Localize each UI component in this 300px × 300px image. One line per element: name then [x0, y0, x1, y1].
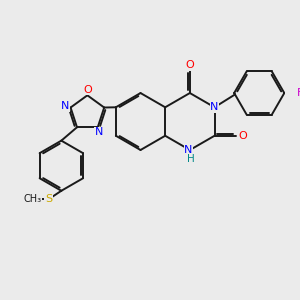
- Text: N: N: [210, 102, 219, 112]
- Text: H: H: [188, 154, 195, 164]
- Text: O: O: [185, 60, 194, 70]
- Text: S: S: [45, 194, 52, 204]
- Text: N: N: [61, 101, 70, 111]
- Text: O: O: [83, 85, 92, 94]
- Text: N: N: [95, 128, 103, 137]
- Text: N: N: [184, 145, 193, 155]
- Text: O: O: [238, 131, 247, 141]
- Text: F: F: [297, 88, 300, 98]
- Text: CH₃: CH₃: [23, 194, 41, 204]
